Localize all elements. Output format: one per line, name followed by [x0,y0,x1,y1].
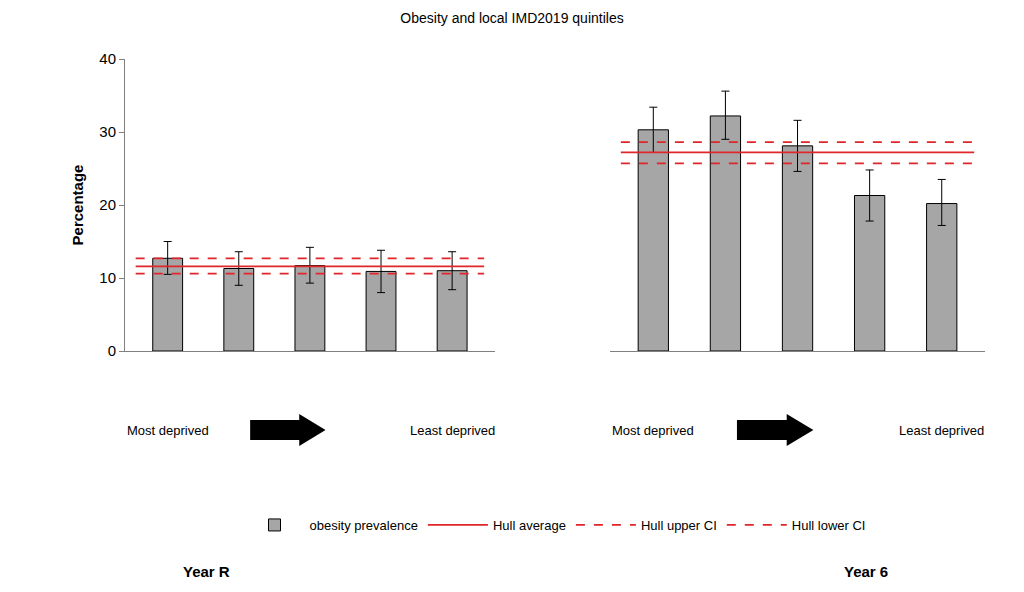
svg-text:Hull average: Hull average [493,518,566,533]
svg-text:20: 20 [99,196,116,213]
svg-text:obesity prevalence: obesity prevalence [310,518,418,533]
svg-text:Percentage: Percentage [69,165,86,246]
svg-text:30: 30 [99,123,116,140]
svg-text:Most deprived: Most deprived [127,423,209,438]
svg-text:Most deprived: Most deprived [612,423,694,438]
svg-text:40: 40 [99,50,116,67]
svg-text:Least deprived: Least deprived [899,423,984,438]
svg-text:Year R: Year R [183,563,230,580]
svg-text:0: 0 [108,342,116,359]
svg-text:Hull lower CI: Hull lower CI [792,518,866,533]
svg-text:Obesity and local IMD2019 quin: Obesity and local IMD2019 quintiles [400,10,623,26]
svg-text:Least deprived: Least deprived [410,423,495,438]
svg-text:Hull upper CI: Hull upper CI [641,518,717,533]
svg-text:Year 6: Year 6 [844,563,888,580]
svg-text:10: 10 [99,269,116,286]
